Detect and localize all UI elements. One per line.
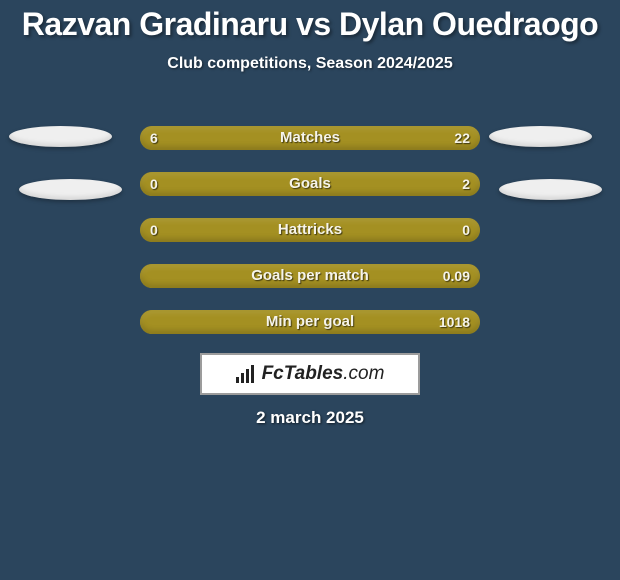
placeholder-ellipse (9, 126, 112, 147)
brand-name: FcTables (262, 363, 344, 385)
placeholder-ellipse (489, 126, 592, 147)
stat-value-right: 2 (462, 172, 470, 196)
stat-label: Hattricks (140, 218, 480, 242)
stat-row: 0Hattricks0 (140, 218, 480, 242)
date-text: 2 march 2025 (0, 408, 620, 428)
page-title: Razvan Gradinaru vs Dylan Ouedraogo (0, 0, 620, 43)
stat-value-right: 0.09 (443, 264, 470, 288)
bar-chart-icon (236, 365, 256, 383)
fctables-badge[interactable]: FcTables.com (200, 353, 420, 395)
stat-value-right: 22 (454, 126, 470, 150)
placeholder-ellipse (19, 179, 122, 200)
stat-value-right: 1018 (439, 310, 470, 334)
stat-row: 0Goals2 (140, 172, 480, 196)
stat-label: Goals (140, 172, 480, 196)
stat-row: Goals per match0.09 (140, 264, 480, 288)
comparison-infographic: Razvan Gradinaru vs Dylan Ouedraogo Club… (0, 0, 620, 580)
stat-row: Min per goal1018 (140, 310, 480, 334)
stat-label: Goals per match (140, 264, 480, 288)
stat-value-right: 0 (462, 218, 470, 242)
stat-label: Matches (140, 126, 480, 150)
comparison-chart: 6Matches220Goals20Hattricks0Goals per ma… (140, 126, 480, 356)
stat-label: Min per goal (140, 310, 480, 334)
placeholder-ellipse (499, 179, 602, 200)
stat-row: 6Matches22 (140, 126, 480, 150)
brand-suffix: .com (343, 363, 384, 385)
page-subtitle: Club competitions, Season 2024/2025 (0, 55, 620, 73)
